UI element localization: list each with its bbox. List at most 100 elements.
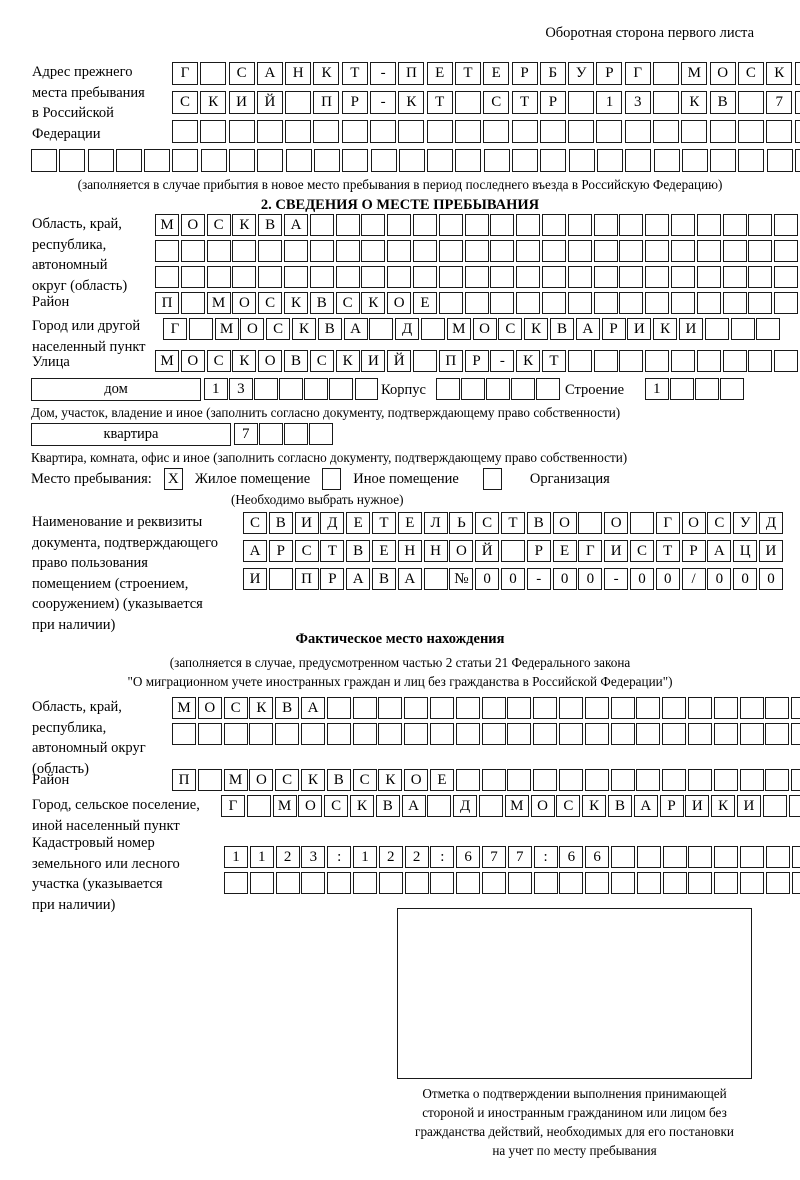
prev-address-cell-6[interactable]: К	[313, 62, 340, 85]
document-cell-16[interactable]: С	[629, 540, 654, 562]
city-cell-3[interactable]: М	[214, 318, 239, 340]
cadastral-cell-4[interactable]: 3	[301, 846, 326, 868]
document-cell-11[interactable]	[500, 540, 525, 562]
actual-city-cell-22[interactable]	[762, 795, 787, 817]
city-cell-7[interactable]: В	[317, 318, 342, 340]
document-cell-5[interactable]: А	[346, 568, 371, 590]
region-cell-4[interactable]	[232, 266, 257, 288]
house-cell-4[interactable]	[279, 378, 303, 400]
prev-address-cell-23[interactable]	[794, 120, 800, 143]
region-cell-25[interactable]	[774, 240, 799, 262]
street-cell-4[interactable]: К	[232, 350, 257, 372]
cadastral-cell-1[interactable]: 1	[224, 846, 248, 868]
city-cell-18[interactable]: Р	[601, 318, 626, 340]
cadastral-cell-10[interactable]: 6	[456, 846, 481, 868]
korpus-cell-4[interactable]	[511, 378, 535, 400]
region-cell-4[interactable]: К	[232, 214, 257, 236]
actual-region-cell-22[interactable]	[713, 697, 738, 719]
region-cell-11[interactable]	[412, 214, 437, 236]
actual-district-cell-23[interactable]	[739, 769, 764, 791]
region-cell-12[interactable]	[438, 214, 463, 236]
document-cell-19[interactable]: А	[707, 540, 732, 562]
region-cell-22[interactable]	[696, 266, 721, 288]
actual-city-cell-20[interactable]: К	[711, 795, 736, 817]
cadastral-cell-2[interactable]	[249, 872, 274, 894]
region-cell-15[interactable]	[516, 214, 541, 236]
actual-region-cell-19[interactable]	[636, 723, 661, 745]
prev-address-wide-cell-9[interactable]	[257, 149, 284, 172]
korpus-cell-1[interactable]	[436, 378, 460, 400]
cadastral-cell-3[interactable]: 2	[275, 846, 300, 868]
city-cell-6[interactable]: К	[291, 318, 316, 340]
region-cell-3[interactable]: С	[206, 214, 231, 236]
document-cell-20[interactable]: У	[733, 512, 758, 534]
actual-city-cell-13[interactable]: О	[530, 795, 555, 817]
document-row-3[interactable]: И П Р А В А № 0 0-0 0-0 0/0 0 0	[243, 568, 785, 590]
prev-address-row-4[interactable]	[31, 149, 800, 172]
district-cell-19[interactable]	[619, 292, 644, 314]
district-cell-18[interactable]	[593, 292, 618, 314]
prev-address-wide-cell-5[interactable]	[144, 149, 171, 172]
document-cell-8[interactable]: Н	[423, 540, 448, 562]
district-cell-11[interactable]: Е	[412, 292, 437, 314]
actual-region-cell-18[interactable]	[610, 697, 635, 719]
prev-address-cell-21[interactable]	[737, 120, 764, 143]
street-cell-21[interactable]	[670, 350, 695, 372]
document-cell-3[interactable]: П	[294, 568, 319, 590]
street-cell-25[interactable]	[774, 350, 799, 372]
city-cell-17[interactable]: А	[575, 318, 600, 340]
document-cell-14[interactable]: 0	[578, 568, 603, 590]
prev-address-cell-18[interactable]	[653, 62, 680, 85]
stay-type-checkbox-organization[interactable]	[482, 468, 502, 490]
actual-city-cell-1[interactable]: Г	[221, 795, 245, 817]
prev-address-cell-18[interactable]	[653, 91, 680, 114]
document-cell-8[interactable]: Л	[423, 512, 448, 534]
cadastral-cell-10[interactable]	[456, 872, 481, 894]
actual-region-cell-24[interactable]	[765, 723, 790, 745]
region-cell-20[interactable]	[645, 214, 670, 236]
prev-address-cell-15[interactable]	[568, 120, 595, 143]
document-cell-6[interactable]: В	[371, 568, 396, 590]
document-cell-1[interactable]: С	[243, 512, 267, 534]
street-cell-11[interactable]	[412, 350, 437, 372]
district-cell-1[interactable]: П	[155, 292, 179, 314]
street-cell-1[interactable]: М	[155, 350, 179, 372]
house-cell-7[interactable]	[354, 378, 379, 400]
actual-region-cell-10[interactable]	[404, 697, 429, 719]
document-cell-15[interactable]: -	[604, 568, 629, 590]
prev-address-cell-9[interactable]: П	[398, 62, 425, 85]
actual-district-cell-20[interactable]	[662, 769, 687, 791]
prev-address-wide-cell-21[interactable]	[596, 149, 623, 172]
stroenie-cell-2[interactable]	[670, 378, 694, 400]
actual-region-cell-15[interactable]	[533, 697, 558, 719]
actual-district-cell-17[interactable]	[584, 769, 609, 791]
actual-region-cell-5[interactable]: В	[275, 697, 300, 719]
house-cell-6[interactable]	[329, 378, 353, 400]
document-cell-4[interactable]: Т	[320, 540, 345, 562]
document-cell-6[interactable]: Т	[371, 512, 396, 534]
actual-district-cell-5[interactable]: С	[275, 769, 300, 791]
prev-address-cell-3[interactable]	[228, 120, 255, 143]
cadastral-cell-2[interactable]: 1	[249, 846, 274, 868]
prev-address-cell-7[interactable]: Т	[341, 62, 368, 85]
region-cell-14[interactable]	[490, 266, 515, 288]
cadastral-cell-15[interactable]	[585, 872, 610, 894]
actual-district-cell-11[interactable]: Е	[429, 769, 454, 791]
confirmation-stamp-area[interactable]	[397, 908, 752, 1079]
prev-address-cell-19[interactable]	[681, 120, 708, 143]
region-cell-9[interactable]	[361, 240, 386, 262]
prev-address-cell-10[interactable]: Е	[426, 62, 453, 85]
actual-region-cell-20[interactable]	[662, 723, 687, 745]
prev-address-cell-11[interactable]	[454, 120, 481, 143]
actual-city-cell-23[interactable]	[788, 795, 800, 817]
actual-region-cell-7[interactable]	[326, 697, 351, 719]
district-cell-16[interactable]	[541, 292, 566, 314]
prev-address-cell-5[interactable]	[285, 91, 312, 114]
region-cell-4[interactable]	[232, 240, 257, 262]
